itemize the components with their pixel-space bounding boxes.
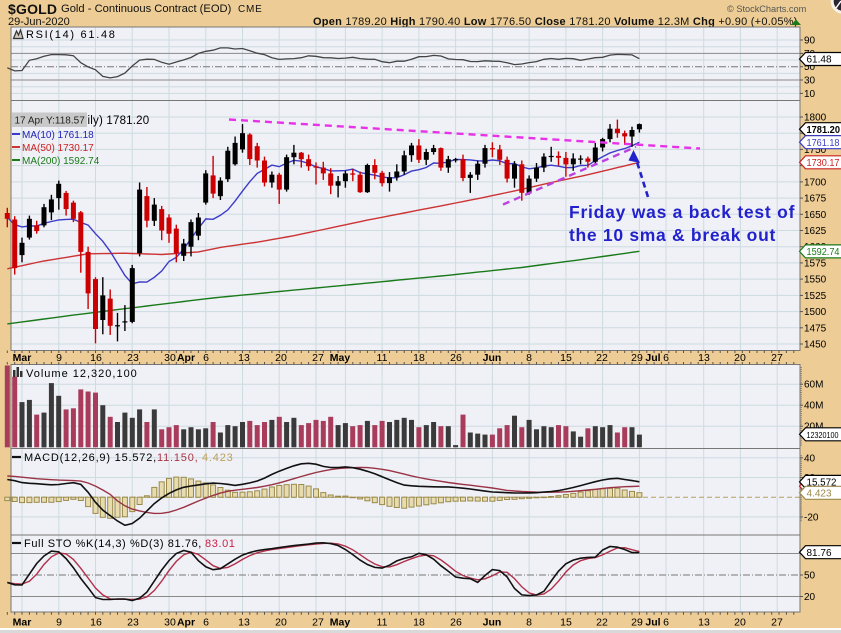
svg-text:18: 18 (413, 352, 425, 364)
svg-text:17 Apr Y:118.57: 17 Apr Y:118.57 (15, 116, 86, 127)
svg-text:90: 90 (804, 36, 816, 47)
svg-text:1500: 1500 (804, 307, 827, 318)
svg-text:15: 15 (560, 616, 572, 628)
svg-text:8: 8 (526, 616, 532, 628)
svg-text:Full STO %K(14,3) %D(3) 81.76,: Full STO %K(14,3) %D(3) 81.76, (24, 538, 202, 550)
svg-text:1575: 1575 (804, 258, 827, 269)
svg-text:40M: 40M (804, 401, 823, 412)
svg-text:26: 26 (450, 352, 462, 364)
svg-text:8: 8 (526, 352, 532, 364)
svg-text:15: 15 (560, 352, 572, 364)
svg-text:RSI(14) 61.48: RSI(14) 61.48 (26, 29, 117, 41)
svg-text:Jul: Jul (645, 616, 660, 628)
svg-text:1750: 1750 (804, 145, 827, 156)
svg-text:MA(10) 1761.18: MA(10) 1761.18 (22, 130, 94, 141)
svg-text:1475: 1475 (804, 323, 827, 334)
svg-text:1675: 1675 (804, 194, 827, 205)
svg-text:1592.74: 1592.74 (807, 247, 840, 258)
svg-text:20: 20 (275, 352, 287, 364)
svg-text:13: 13 (238, 616, 250, 628)
svg-text:MACD(12,26,9) 15.572,: MACD(12,26,9) 15.572, (24, 452, 157, 464)
svg-text:27: 27 (771, 352, 783, 364)
svg-text:22: 22 (596, 352, 608, 364)
svg-text:13: 13 (698, 352, 710, 364)
svg-text:1650: 1650 (804, 210, 827, 221)
svg-text:Mar: Mar (13, 352, 32, 364)
svg-text:40: 40 (804, 453, 816, 464)
svg-text:27: 27 (312, 616, 324, 628)
svg-text:12320100: 12320100 (807, 430, 839, 440)
svg-text:20: 20 (804, 592, 816, 603)
svg-text:1761.18: 1761.18 (807, 138, 840, 149)
svg-text:May: May (330, 352, 351, 364)
svg-text:1781.20: 1781.20 (807, 125, 841, 136)
svg-text:22: 22 (596, 616, 608, 628)
svg-text:1550: 1550 (804, 275, 827, 286)
svg-text:20: 20 (275, 616, 287, 628)
svg-text:MA(200) 1592.74: MA(200) 1592.74 (22, 156, 100, 167)
svg-text:Jun: Jun (483, 616, 502, 628)
svg-text:Apr: Apr (177, 616, 195, 628)
svg-text:Jun: Jun (483, 352, 502, 364)
svg-text:1625: 1625 (804, 226, 827, 237)
svg-text:16: 16 (90, 352, 102, 364)
svg-text:18: 18 (413, 616, 425, 628)
svg-text:20: 20 (734, 352, 746, 364)
svg-text:13: 13 (698, 616, 710, 628)
svg-text:30: 30 (164, 616, 176, 628)
svg-text:Volume 12,320,100: Volume 12,320,100 (26, 368, 138, 380)
svg-text:30: 30 (804, 76, 816, 87)
svg-text:May: May (330, 616, 351, 628)
svg-text:4.423: 4.423 (202, 452, 234, 464)
svg-text:11: 11 (377, 352, 388, 364)
svg-text:6: 6 (663, 352, 669, 364)
svg-text:61.48: 61.48 (807, 55, 832, 66)
svg-text:9: 9 (56, 616, 62, 628)
svg-text:ily) 1781.20: ily) 1781.20 (88, 115, 150, 127)
svg-text:1730.17: 1730.17 (807, 158, 840, 169)
svg-text:16: 16 (90, 616, 102, 628)
svg-text:1525: 1525 (804, 291, 827, 302)
svg-text:27: 27 (771, 616, 783, 628)
svg-text:MA(50) 1730.17: MA(50) 1730.17 (22, 143, 94, 154)
svg-text:23: 23 (127, 352, 139, 364)
svg-text:1450: 1450 (804, 340, 827, 351)
svg-text:11.150,: 11.150, (157, 452, 198, 464)
svg-text:29: 29 (631, 616, 643, 628)
svg-text:26: 26 (450, 616, 462, 628)
svg-text:the 10 sma & break out: the 10 sma & break out (569, 225, 776, 245)
svg-text:10: 10 (804, 89, 816, 100)
svg-text:Apr: Apr (177, 352, 195, 364)
svg-text:Mar: Mar (13, 616, 32, 628)
svg-text:6: 6 (663, 616, 669, 628)
svg-text:4.423: 4.423 (807, 488, 832, 499)
svg-text:1700: 1700 (804, 177, 827, 188)
svg-text:83.01: 83.01 (205, 538, 236, 550)
svg-text:9: 9 (56, 352, 62, 364)
svg-text:1800: 1800 (804, 113, 827, 124)
svg-text:81.76: 81.76 (807, 548, 832, 559)
svg-text:Jul: Jul (645, 352, 660, 364)
svg-text:30: 30 (164, 352, 176, 364)
svg-text:50: 50 (804, 571, 816, 582)
svg-text:6: 6 (203, 616, 209, 628)
svg-text:11: 11 (377, 616, 388, 628)
svg-text:23: 23 (127, 616, 139, 628)
svg-text:50: 50 (804, 62, 816, 73)
svg-text:-20: -20 (804, 512, 819, 523)
svg-text:27: 27 (312, 352, 324, 364)
svg-text:6: 6 (203, 352, 209, 364)
svg-text:60M: 60M (804, 380, 823, 391)
svg-text:20: 20 (734, 616, 746, 628)
svg-text:15.572: 15.572 (807, 478, 837, 489)
svg-text:13: 13 (238, 352, 250, 364)
svg-text:29: 29 (631, 352, 643, 364)
svg-text:Friday was a back test of: Friday was a back test of (569, 202, 795, 222)
